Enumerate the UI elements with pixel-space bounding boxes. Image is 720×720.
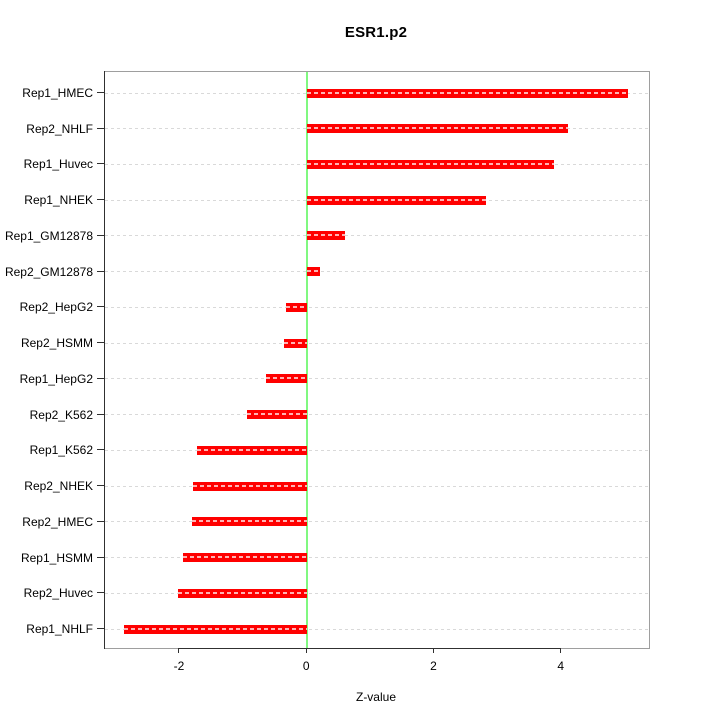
y-axis-tick (97, 235, 104, 236)
x-axis-tick-label: 4 (557, 659, 565, 673)
bar-dash-pattern (306, 127, 569, 130)
bar-dash-pattern (306, 198, 487, 201)
bar-dash-pattern (306, 270, 321, 273)
grid-line (105, 342, 649, 344)
y-axis-tick (97, 306, 104, 307)
grid-line (105, 271, 649, 273)
bar-dash-pattern (192, 520, 307, 523)
y-axis-label: Rep1_HSMM (20, 550, 93, 565)
x-axis-tick (433, 648, 434, 653)
y-axis-label: Rep1_HepG2 (19, 371, 93, 386)
y-axis-tick (97, 449, 104, 450)
x-axis-tick (178, 648, 179, 653)
x-axis-tick-label: 2 (430, 659, 437, 673)
bar-dash-pattern (286, 305, 307, 308)
grid-line (105, 592, 649, 594)
x-axis-tick (306, 648, 307, 653)
plot-area (104, 71, 650, 649)
bar-Rep1_HSMM (183, 553, 307, 562)
bar-dash-pattern (284, 341, 307, 344)
bar-dash-pattern (183, 556, 307, 558)
x-axis-title: Z-value (355, 690, 396, 704)
grid-line (105, 378, 649, 380)
y-axis-tick (97, 414, 104, 415)
bar-Rep1_HMEC (306, 88, 628, 98)
y-axis-label: Rep2_Huvec (23, 586, 93, 601)
bar-dash-pattern (306, 163, 555, 165)
bar-dash-pattern (192, 484, 307, 487)
bar-dash-pattern (246, 413, 307, 416)
bar-Rep1_GM12878 (306, 231, 345, 241)
bar-Rep2_K562 (246, 410, 307, 420)
bar-Rep2_HSMM (284, 338, 307, 348)
y-axis-label: Rep1_K562 (29, 443, 93, 458)
grid-line (105, 449, 649, 451)
y-axis-label: Rep2_NHLF (26, 121, 93, 136)
bar-dash-pattern (124, 627, 307, 630)
y-axis-label: Rep1_Huvec (23, 157, 93, 172)
grid-line (105, 557, 649, 558)
y-axis-label: Rep2_NHEK (24, 479, 93, 494)
y-axis-label: Rep2_HMEC (22, 514, 93, 529)
x-axis-tick-label: 0 (302, 659, 310, 673)
grid-line (105, 306, 649, 308)
bar-Rep2_HMEC (192, 517, 307, 527)
y-axis-tick (97, 378, 104, 379)
grid-line (105, 485, 649, 487)
bar-Rep1_Huvec (306, 160, 555, 169)
bar-Rep2_GM12878 (306, 267, 321, 277)
bar-dash-pattern (306, 234, 345, 237)
grid-line (105, 235, 649, 237)
y-axis-tick (97, 163, 104, 164)
y-axis-label: Rep2_K562 (29, 407, 93, 422)
y-axis-label: Rep1_GM12878 (4, 228, 93, 243)
bar-dash-pattern (197, 448, 307, 451)
y-axis-tick (97, 271, 104, 272)
bar-Rep1_NHEK (306, 195, 487, 205)
bar-Rep2_NHEK (192, 481, 307, 491)
y-axis-tick (97, 628, 104, 629)
y-axis-tick (97, 128, 104, 129)
bar-dash-pattern (266, 377, 307, 380)
y-axis-tick (97, 342, 104, 343)
grid-line (105, 628, 649, 630)
chart-title: ESR1.p2 (344, 24, 408, 41)
x-axis-line (179, 648, 562, 649)
y-axis-label: Rep1_NHLF (26, 622, 93, 636)
y-axis-line (104, 71, 105, 649)
y-axis-label: Rep1_HMEC (22, 86, 93, 100)
grid-line (105, 414, 649, 416)
y-axis-tick (97, 485, 104, 486)
y-axis-tick (97, 199, 104, 200)
bar-Rep2_HepG2 (286, 302, 307, 312)
zero-line (306, 72, 308, 648)
x-axis-tick (560, 648, 561, 653)
bar-dash-pattern (306, 91, 628, 94)
grid-line (105, 521, 649, 523)
y-axis-tick (97, 557, 104, 558)
y-axis-tick (97, 92, 104, 93)
x-axis-tick-label: -2 (173, 659, 185, 673)
bar-Rep2_NHLF (306, 124, 569, 134)
bar-Rep2_Huvec (177, 588, 307, 598)
bar-Rep1_NHLF (124, 624, 307, 634)
y-axis-tick (97, 592, 104, 593)
bar-Rep1_HepG2 (266, 374, 307, 384)
bar-Rep1_K562 (197, 445, 307, 455)
y-axis-label: Rep2_GM12878 (4, 264, 93, 279)
y-axis-tick (97, 521, 104, 522)
y-axis-label: Rep2_HSMM (20, 336, 93, 351)
bar-dash-pattern (177, 591, 307, 594)
y-axis-label: Rep2_HepG2 (19, 300, 93, 315)
y-axis-label: Rep1_NHEK (24, 193, 93, 208)
